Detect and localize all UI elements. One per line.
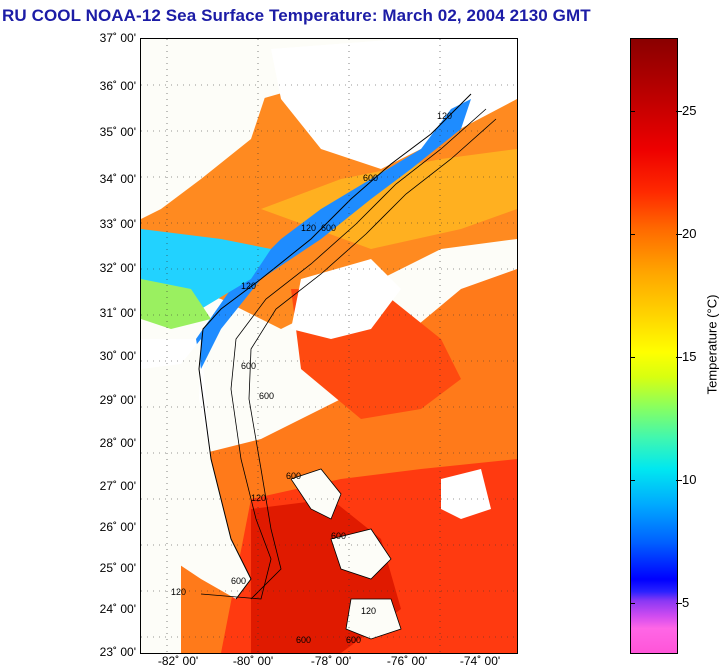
contour-label: 120 bbox=[361, 606, 376, 616]
shelf-green bbox=[141, 279, 211, 329]
lat-label: 34˚ 00' bbox=[99, 172, 136, 186]
lat-label: 32˚ 00' bbox=[99, 261, 136, 275]
lat-label: 23˚ 00' bbox=[99, 645, 136, 659]
lon-label: -74˚ 00' bbox=[459, 654, 501, 668]
isobath-600 bbox=[248, 118, 497, 600]
lon-label: -76˚ 00' bbox=[386, 654, 428, 668]
contour-label: 120 bbox=[301, 223, 316, 233]
colorbar-tick bbox=[676, 234, 682, 235]
lat-label: 36˚ 00' bbox=[99, 79, 136, 93]
colorbar-title: Temperature (°C) bbox=[704, 294, 720, 395]
colorbar-tick bbox=[676, 603, 682, 604]
colorbar-label: 25 bbox=[682, 103, 697, 118]
lat-label: 37˚ 00' bbox=[99, 31, 136, 45]
cloud-mid bbox=[291, 259, 401, 339]
us-land bbox=[141, 39, 271, 219]
contour-labels: 120 600 120 600 120 600 600 600 120 600 … bbox=[171, 111, 452, 645]
colorbar-tick bbox=[676, 111, 682, 112]
florida-land bbox=[141, 339, 251, 599]
lat-label: 29˚ 00' bbox=[99, 393, 136, 407]
map-title: RU COOL NOAA-12 Sea Surface Temperature:… bbox=[2, 6, 591, 25]
contour-label: 120 bbox=[437, 111, 452, 121]
sst-map-svg: 120 600 120 600 120 600 600 600 120 600 … bbox=[141, 39, 517, 653]
lat-label: 31˚ 00' bbox=[99, 306, 136, 320]
contour-label: 120 bbox=[241, 281, 256, 291]
lat-label: 26˚ 00' bbox=[99, 520, 136, 534]
sst-map[interactable]: 120 600 120 600 120 600 600 600 120 600 … bbox=[140, 38, 518, 654]
contour-label: 600 bbox=[296, 635, 311, 645]
graticule bbox=[141, 39, 517, 653]
lon-label: -80˚ 00' bbox=[232, 654, 274, 668]
colorbar-label: 15 bbox=[682, 349, 697, 364]
contour-label: 600 bbox=[259, 391, 274, 401]
contour-label: 600 bbox=[286, 471, 301, 481]
shelf-cold-water bbox=[196, 99, 471, 369]
temperature-colorbar bbox=[630, 38, 678, 654]
colorbar-tick bbox=[630, 111, 635, 112]
colorbar-tick bbox=[676, 480, 682, 481]
lat-label: 28˚ 00' bbox=[99, 436, 136, 450]
lat-label: 24˚ 00' bbox=[99, 602, 136, 616]
isobath-120 bbox=[200, 108, 487, 600]
colorbar-tick bbox=[676, 357, 682, 358]
cloud-north bbox=[271, 39, 517, 169]
lon-label: -82˚ 00' bbox=[157, 654, 199, 668]
lat-label: 30˚ 00' bbox=[99, 349, 136, 363]
colorbar-label: 20 bbox=[682, 226, 697, 241]
lat-label: 27˚ 00' bbox=[99, 479, 136, 493]
contour-label: 120 bbox=[171, 587, 186, 597]
contour-label: 600 bbox=[241, 361, 256, 371]
coastline bbox=[198, 93, 472, 600]
contour-label: 600 bbox=[363, 173, 378, 183]
contour-label: 600 bbox=[346, 635, 361, 645]
contour-label: 600 bbox=[331, 531, 346, 541]
lat-label: 35˚ 00' bbox=[99, 125, 136, 139]
cloud-east bbox=[441, 469, 491, 519]
contour-label: 120 bbox=[251, 493, 266, 503]
colorbar-label: 5 bbox=[682, 595, 690, 610]
lat-label: 33˚ 00' bbox=[99, 217, 136, 231]
contour-label: 600 bbox=[321, 223, 336, 233]
lon-label: -78˚ 00' bbox=[310, 654, 352, 668]
colorbar-label: 10 bbox=[682, 472, 697, 487]
colorbar-tick bbox=[630, 603, 635, 604]
colorbar-tick bbox=[630, 357, 635, 358]
contour-label: 600 bbox=[231, 576, 246, 586]
bahamas-bank bbox=[290, 468, 402, 640]
colorbar-tick bbox=[630, 480, 635, 481]
colorbar-tick bbox=[630, 234, 635, 235]
lat-label: 25˚ 00' bbox=[99, 561, 136, 575]
